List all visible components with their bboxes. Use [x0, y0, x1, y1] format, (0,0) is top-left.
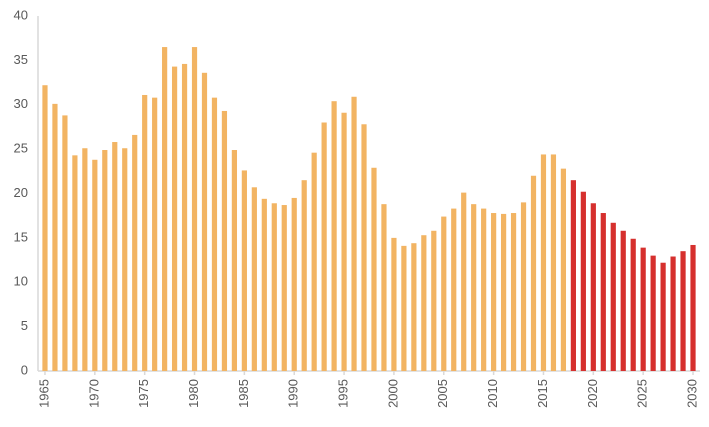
x-tick-label: 2025 — [635, 379, 650, 408]
bar — [481, 208, 487, 371]
x-tick-label: 2000 — [385, 379, 400, 408]
y-tick-label: 40 — [14, 7, 28, 22]
bar — [401, 245, 407, 371]
bar — [231, 150, 238, 371]
bar — [461, 192, 467, 371]
bar — [112, 142, 118, 371]
x-tick-label: 2020 — [585, 379, 600, 408]
bar — [491, 213, 497, 371]
bar — [550, 154, 557, 371]
bar — [241, 170, 247, 371]
y-tick-label: 20 — [14, 185, 28, 200]
bar — [271, 203, 277, 371]
bar — [72, 155, 78, 371]
bar — [361, 124, 367, 372]
bar — [630, 238, 636, 371]
bar — [371, 167, 377, 371]
bar — [122, 148, 128, 371]
bar — [181, 63, 188, 372]
bar — [142, 94, 148, 372]
bar — [590, 203, 596, 371]
bar — [191, 47, 198, 371]
bar — [152, 97, 158, 372]
bar — [42, 85, 48, 371]
bar — [620, 230, 626, 371]
y-tick-label: 25 — [14, 141, 28, 156]
bar — [351, 96, 357, 371]
bar — [311, 152, 317, 371]
bar — [570, 180, 576, 371]
x-tick-label: 2030 — [684, 379, 699, 408]
bar — [201, 72, 208, 372]
x-tick-label: 1975 — [136, 379, 151, 408]
y-tick-label: 35 — [14, 52, 28, 67]
bar — [600, 213, 606, 371]
x-tick-label: 1980 — [186, 379, 201, 408]
bar — [451, 208, 457, 371]
x-tick-label: 1995 — [336, 379, 351, 408]
y-tick-label: 10 — [14, 274, 28, 289]
bar — [421, 235, 427, 371]
x-tick-label: 2010 — [485, 379, 500, 408]
bar — [381, 204, 387, 371]
bar — [580, 191, 586, 371]
bar — [530, 175, 537, 371]
bar — [102, 150, 108, 371]
bar — [471, 204, 477, 371]
bar — [650, 255, 656, 371]
bar — [431, 230, 437, 371]
x-tick-label: 1985 — [236, 379, 251, 408]
bar — [162, 47, 168, 371]
bar — [411, 243, 417, 371]
bar — [301, 180, 307, 371]
y-tick-label: 0 — [21, 362, 28, 377]
bar — [690, 244, 696, 371]
bar — [261, 198, 267, 371]
bar — [92, 159, 98, 371]
bar — [500, 213, 507, 371]
bar — [52, 103, 58, 372]
x-tick-label: 2015 — [535, 379, 550, 408]
x-tick-label: 1990 — [286, 379, 301, 408]
bar — [670, 256, 676, 371]
bar — [281, 205, 287, 371]
bar — [331, 101, 337, 371]
bar — [660, 262, 666, 371]
y-tick-label: 5 — [21, 318, 28, 333]
bar — [560, 168, 567, 371]
bar — [62, 115, 68, 372]
bar — [680, 251, 686, 371]
bar — [321, 122, 327, 371]
bar — [132, 134, 138, 371]
y-tick-label: 30 — [14, 96, 28, 111]
bar — [171, 66, 178, 372]
x-tick-label: 1965 — [36, 379, 51, 408]
bar — [540, 154, 547, 371]
bar — [610, 222, 616, 371]
bar — [520, 202, 527, 371]
y-tick-label: 15 — [14, 229, 28, 244]
x-tick-label: 2005 — [435, 379, 450, 408]
bar — [251, 187, 257, 371]
bar — [441, 216, 447, 371]
bar — [341, 112, 347, 372]
bar — [640, 247, 646, 371]
bar — [211, 97, 218, 372]
x-tick-label: 1970 — [86, 379, 101, 408]
bar — [82, 148, 88, 371]
bar — [391, 237, 397, 371]
bar — [510, 213, 517, 371]
bar — [291, 197, 297, 371]
bar — [221, 110, 228, 372]
